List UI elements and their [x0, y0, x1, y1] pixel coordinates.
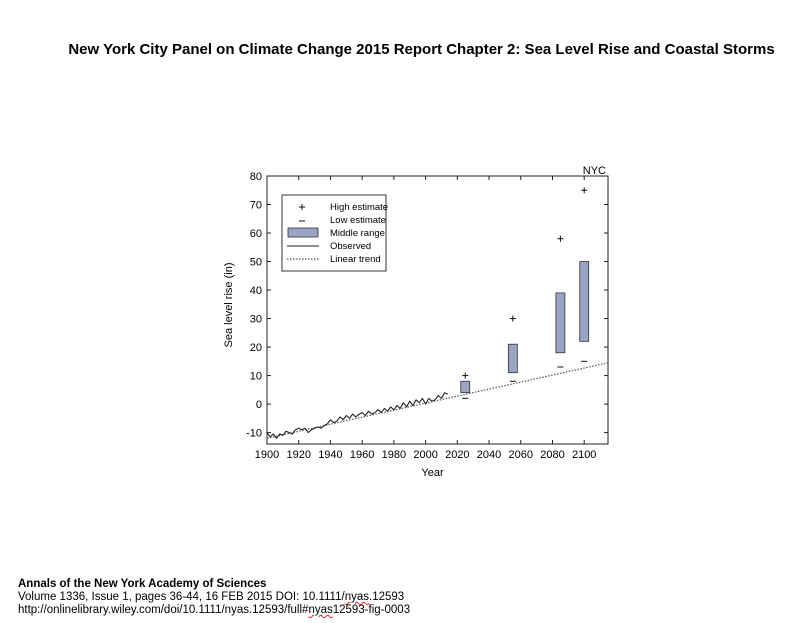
middle-range-box: [507, 343, 518, 374]
citation-line: Volume 1336, Issue 1, pages 36-44, 16 FE…: [18, 591, 778, 604]
url-suffix: 12593-fig-0003: [332, 604, 411, 616]
y-tick-label: 70: [250, 200, 262, 212]
legend-label-observed: Observed: [330, 241, 371, 252]
page-title: New York City Panel on Climate Change 20…: [68, 41, 775, 58]
y-tick-label: 30: [250, 314, 262, 326]
x-tick-label: 1980: [382, 449, 406, 461]
x-tick-label: 1920: [286, 449, 310, 461]
high-estimate-marker: [509, 315, 516, 322]
url-prefix: http://onlinelibrary.wiley.com/doi/10.11…: [18, 604, 309, 616]
x-tick-label: 1900: [255, 449, 279, 461]
citation-prefix: Volume 1336, Issue 1, pages 36-44, 16 FE…: [18, 591, 345, 603]
citation-suffix: .12593: [369, 591, 405, 603]
y-tick-label: 80: [250, 171, 262, 183]
high-estimate-marker: [462, 372, 469, 379]
x-tick-label: 2020: [445, 449, 469, 461]
high-estimate-marker: [557, 235, 564, 242]
legend-middle-symbol: [287, 227, 319, 238]
url-line[interactable]: http://onlinelibrary.wiley.com/doi/10.11…: [18, 604, 778, 617]
legend-label-high: High estimate: [330, 202, 388, 213]
x-tick-label: 2060: [509, 449, 533, 461]
observed-series-line: [266, 392, 449, 439]
y-tick-label: -10: [246, 428, 262, 440]
x-tick-label: 2080: [540, 449, 564, 461]
journal-name: Annals of the New York Academy of Scienc…: [18, 578, 267, 590]
middle-range-box: [460, 380, 471, 394]
legend-label-middle: Middle range: [330, 228, 385, 239]
high-estimate-marker: [581, 187, 588, 194]
y-tick-label: 50: [250, 257, 262, 269]
plot-frame: [266, 175, 609, 445]
y-tick-label: 10: [250, 371, 262, 383]
x-tick-label: 1960: [350, 449, 374, 461]
y-tick-label: 60: [250, 228, 262, 240]
x-axis-label: Year: [421, 467, 444, 479]
y-axis-label: Sea level rise (in): [223, 263, 235, 348]
y-tick-label: 0: [256, 399, 262, 411]
middle-range-box: [579, 261, 590, 342]
x-tick-label: 2040: [477, 449, 501, 461]
middle-range-box: [555, 292, 566, 354]
x-tick-label: 1940: [318, 449, 342, 461]
y-tick-label: 40: [250, 285, 262, 297]
legend-label-low: Low estimate: [330, 215, 386, 226]
figure-caption: Annals of the New York Academy of Scienc…: [18, 578, 778, 617]
region-label: NYC: [583, 165, 606, 177]
citation-underlined: nyas: [344, 591, 369, 603]
x-tick-label: 2000: [413, 449, 437, 461]
y-tick-label: 20: [250, 342, 262, 354]
x-tick-label: 2100: [572, 449, 596, 461]
legend-label-trend: Linear trend: [330, 254, 381, 265]
url-underlined: nyas: [308, 604, 333, 616]
